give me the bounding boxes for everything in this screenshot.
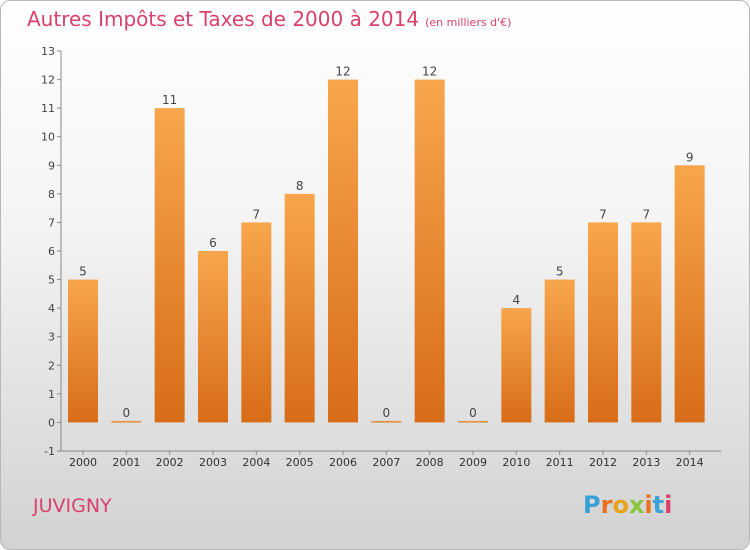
bar <box>284 193 315 423</box>
bar <box>111 420 142 423</box>
proxiti-logo: Proxiti <box>583 491 672 519</box>
bar <box>68 279 98 423</box>
bar <box>328 79 358 423</box>
x-tick-label: 2002 <box>156 456 184 469</box>
bar <box>588 222 618 423</box>
bar <box>458 420 488 423</box>
bar-value-label: 8 <box>296 179 304 193</box>
y-tick-label: 2 <box>48 359 55 372</box>
x-tick-label: 2014 <box>676 456 704 469</box>
bar <box>501 308 532 423</box>
bar-value-label: 5 <box>556 265 564 279</box>
y-tick-label: 5 <box>48 274 55 287</box>
y-tick-label: 4 <box>48 302 55 315</box>
x-tick-label: 2012 <box>589 456 617 469</box>
commune-name: JUVIGNY <box>33 495 112 517</box>
logo-letter: P <box>583 491 601 519</box>
x-tick-label: 2013 <box>632 456 660 469</box>
y-tick-label: 7 <box>48 216 55 229</box>
y-tick-label: 12 <box>41 74 55 87</box>
bar-value-label: 7 <box>643 207 651 221</box>
bar-value-label: 6 <box>209 236 217 250</box>
y-tick-label: 3 <box>48 331 55 344</box>
bar-value-label: 7 <box>253 207 261 221</box>
logo-letter: t <box>652 491 665 519</box>
logo-letter: x <box>628 491 645 519</box>
y-tick-label: 0 <box>48 416 55 429</box>
y-tick-label: 6 <box>48 245 55 258</box>
bar <box>414 79 445 423</box>
bar-value-label: 4 <box>513 293 521 307</box>
x-tick-label: 2007 <box>372 456 400 469</box>
bar <box>371 420 402 423</box>
bar <box>241 222 272 423</box>
bar <box>631 222 662 423</box>
y-tick-label: -1 <box>44 445 55 458</box>
bar-value-label: 0 <box>383 406 391 420</box>
bar-value-label: 12 <box>422 65 437 79</box>
logo-letter: r <box>600 491 613 519</box>
x-tick-label: 2006 <box>329 456 357 469</box>
x-tick-label: 2004 <box>242 456 270 469</box>
bar <box>544 279 575 423</box>
chart-title-block: Autres Impôts et Taxes de 2000 à 2014 (en… <box>27 7 511 31</box>
x-tick-label: 2011 <box>546 456 574 469</box>
logo-letter: o <box>612 491 629 519</box>
bar-value-label: 5 <box>79 265 87 279</box>
chart-title: Autres Impôts et Taxes de 2000 à 2014 <box>27 7 420 31</box>
x-tick-label: 2000 <box>69 456 97 469</box>
bar-value-label: 0 <box>469 406 477 420</box>
x-tick-label: 2010 <box>502 456 530 469</box>
bar <box>674 165 705 423</box>
logo-letter: i <box>664 491 673 519</box>
x-tick-label: 2005 <box>286 456 314 469</box>
bar <box>198 251 228 423</box>
chart-unit: (en milliers d'€) <box>425 16 512 29</box>
y-tick-label: 1 <box>48 388 55 401</box>
y-tick-label: 11 <box>41 102 55 115</box>
x-tick-label: 2001 <box>112 456 140 469</box>
bar-value-label: 11 <box>162 93 177 107</box>
x-tick-label: 2008 <box>416 456 444 469</box>
y-tick-label: 9 <box>48 159 55 172</box>
logo-letter: i <box>644 491 653 519</box>
y-tick-label: 8 <box>48 188 55 201</box>
x-tick-label: 2003 <box>199 456 227 469</box>
bar-value-label: 12 <box>335 65 350 79</box>
y-tick-label: 10 <box>41 131 55 144</box>
bar-value-label: 9 <box>686 150 694 164</box>
y-tick-label: 13 <box>41 45 55 58</box>
bar-value-label: 7 <box>599 207 607 221</box>
bar <box>154 108 185 423</box>
bar-value-label: 0 <box>123 406 131 420</box>
x-tick-label: 2009 <box>459 456 487 469</box>
